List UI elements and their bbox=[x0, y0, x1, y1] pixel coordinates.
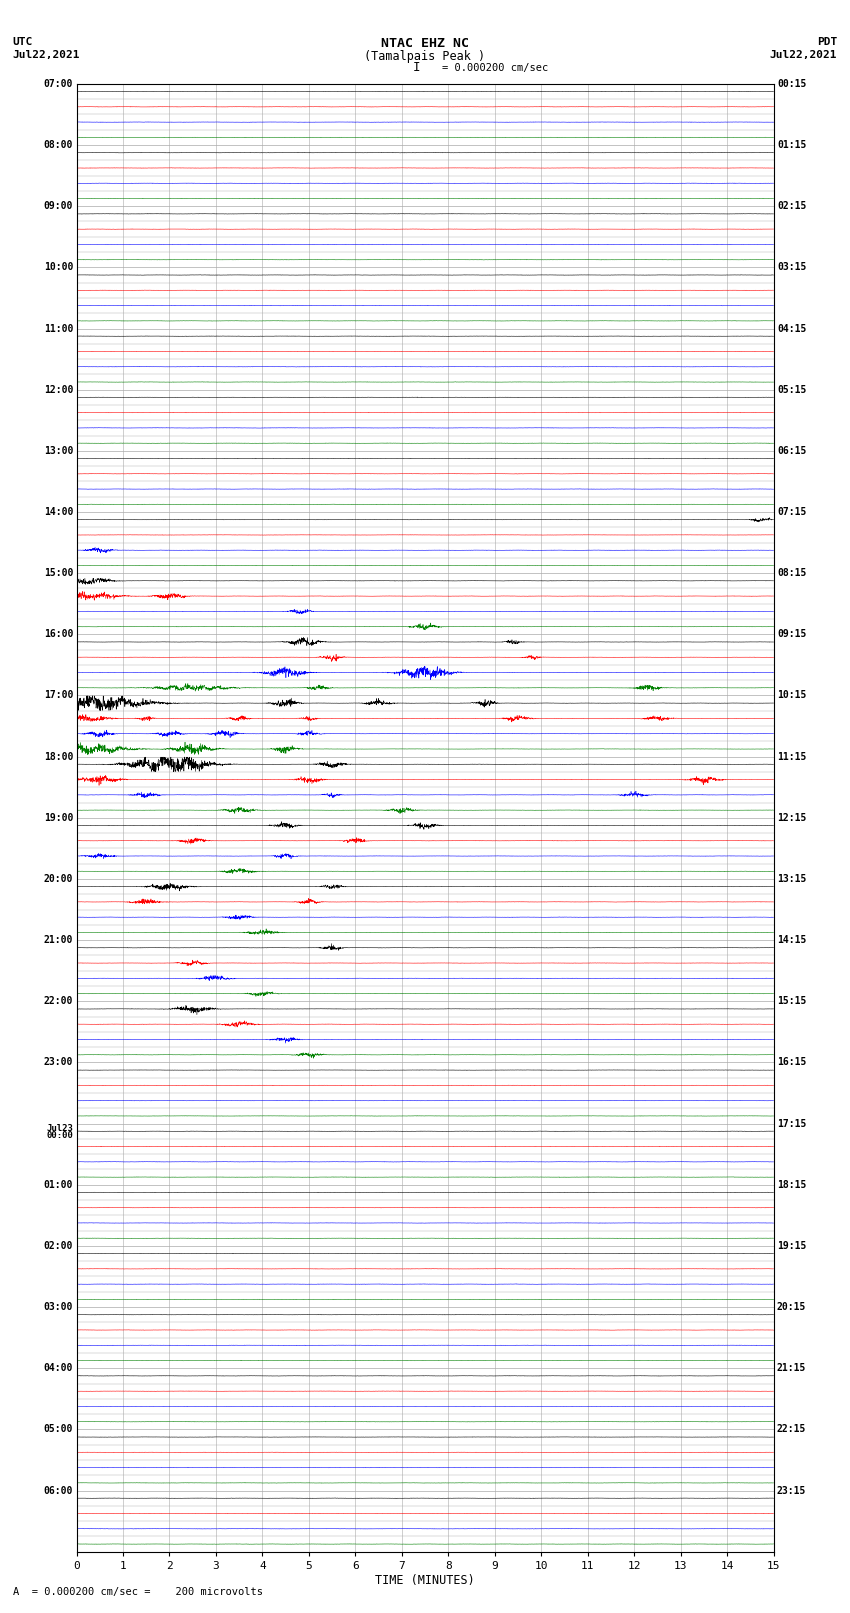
Text: 12:15: 12:15 bbox=[777, 813, 807, 823]
Text: 01:15: 01:15 bbox=[777, 140, 807, 150]
Text: 21:15: 21:15 bbox=[777, 1363, 807, 1373]
Text: 05:15: 05:15 bbox=[777, 384, 807, 395]
Text: 16:00: 16:00 bbox=[43, 629, 73, 639]
Text: 09:00: 09:00 bbox=[43, 202, 73, 211]
Text: 03:15: 03:15 bbox=[777, 263, 807, 273]
Text: 21:00: 21:00 bbox=[43, 936, 73, 945]
Text: I: I bbox=[413, 61, 420, 74]
Text: 05:00: 05:00 bbox=[43, 1424, 73, 1434]
Text: 02:00: 02:00 bbox=[43, 1240, 73, 1252]
Text: 10:00: 10:00 bbox=[43, 263, 73, 273]
Text: 15:15: 15:15 bbox=[777, 997, 807, 1007]
Text: 02:15: 02:15 bbox=[777, 202, 807, 211]
Text: NTAC EHZ NC: NTAC EHZ NC bbox=[381, 37, 469, 50]
Text: 14:15: 14:15 bbox=[777, 936, 807, 945]
Text: 07:15: 07:15 bbox=[777, 506, 807, 518]
Text: Jul22,2021: Jul22,2021 bbox=[770, 50, 837, 60]
Text: 11:15: 11:15 bbox=[777, 752, 807, 761]
Text: 12:00: 12:00 bbox=[43, 384, 73, 395]
Text: A  = 0.000200 cm/sec =    200 microvolts: A = 0.000200 cm/sec = 200 microvolts bbox=[13, 1587, 263, 1597]
Text: 10:15: 10:15 bbox=[777, 690, 807, 700]
Text: UTC: UTC bbox=[13, 37, 33, 47]
Text: 09:15: 09:15 bbox=[777, 629, 807, 639]
Text: 11:00: 11:00 bbox=[43, 324, 73, 334]
Text: 20:15: 20:15 bbox=[777, 1302, 807, 1311]
Text: 23:00: 23:00 bbox=[43, 1058, 73, 1068]
Text: 06:15: 06:15 bbox=[777, 445, 807, 456]
Text: = 0.000200 cm/sec: = 0.000200 cm/sec bbox=[442, 63, 548, 73]
X-axis label: TIME (MINUTES): TIME (MINUTES) bbox=[375, 1574, 475, 1587]
Text: 13:00: 13:00 bbox=[43, 445, 73, 456]
Text: 19:00: 19:00 bbox=[43, 813, 73, 823]
Text: 08:15: 08:15 bbox=[777, 568, 807, 577]
Text: 19:15: 19:15 bbox=[777, 1240, 807, 1252]
Text: 15:00: 15:00 bbox=[43, 568, 73, 577]
Text: 22:00: 22:00 bbox=[43, 997, 73, 1007]
Text: 14:00: 14:00 bbox=[43, 506, 73, 518]
Text: 22:15: 22:15 bbox=[777, 1424, 807, 1434]
Text: (Tamalpais Peak ): (Tamalpais Peak ) bbox=[365, 50, 485, 63]
Text: 13:15: 13:15 bbox=[777, 874, 807, 884]
Text: 07:00: 07:00 bbox=[43, 79, 73, 89]
Text: 16:15: 16:15 bbox=[777, 1058, 807, 1068]
Text: PDT: PDT bbox=[817, 37, 837, 47]
Text: 06:00: 06:00 bbox=[43, 1486, 73, 1495]
Text: Jul22,2021: Jul22,2021 bbox=[13, 50, 80, 60]
Text: 00:15: 00:15 bbox=[777, 79, 807, 89]
Text: 17:15: 17:15 bbox=[777, 1118, 807, 1129]
Text: 18:00: 18:00 bbox=[43, 752, 73, 761]
Text: 08:00: 08:00 bbox=[43, 140, 73, 150]
Text: 04:15: 04:15 bbox=[777, 324, 807, 334]
Text: 18:15: 18:15 bbox=[777, 1179, 807, 1190]
Text: 17:00: 17:00 bbox=[43, 690, 73, 700]
Text: 01:00: 01:00 bbox=[43, 1179, 73, 1190]
Text: 04:00: 04:00 bbox=[43, 1363, 73, 1373]
Text: Jul23: Jul23 bbox=[46, 1124, 73, 1132]
Text: 03:00: 03:00 bbox=[43, 1302, 73, 1311]
Text: 23:15: 23:15 bbox=[777, 1486, 807, 1495]
Text: 00:00: 00:00 bbox=[46, 1131, 73, 1140]
Text: 20:00: 20:00 bbox=[43, 874, 73, 884]
